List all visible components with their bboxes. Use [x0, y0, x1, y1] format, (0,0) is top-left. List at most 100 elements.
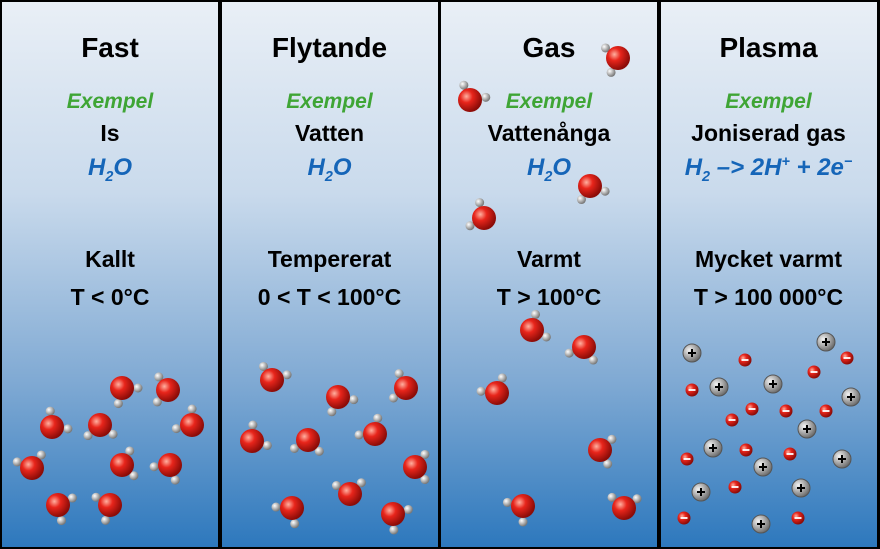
oxygen — [338, 482, 362, 506]
positive-ion — [682, 343, 702, 363]
oxygen — [20, 456, 44, 480]
water-molecule — [354, 413, 387, 446]
formula-part: 2 — [324, 168, 333, 185]
electron — [807, 365, 821, 379]
formula-part: H — [684, 154, 703, 181]
water-molecule — [588, 434, 617, 469]
water-molecule — [83, 413, 118, 441]
plus-sign — [822, 338, 830, 346]
hydrogen — [129, 471, 139, 481]
example-name: Is — [100, 120, 120, 146]
plus-sign — [688, 349, 696, 357]
hydrogen — [63, 424, 73, 434]
hydrogen — [154, 372, 164, 382]
water-molecule — [149, 453, 182, 485]
electron — [791, 511, 805, 525]
hydrogen — [607, 434, 617, 444]
electron — [685, 383, 699, 397]
electron — [739, 443, 753, 457]
hydrogen — [262, 440, 272, 450]
plus-sign — [797, 484, 805, 492]
hydrogen — [601, 43, 611, 53]
hydrogen — [576, 195, 586, 205]
water-molecule — [601, 43, 630, 77]
hydrogen — [403, 505, 413, 515]
electron — [728, 480, 742, 494]
electron — [840, 351, 854, 365]
positive-ion — [709, 377, 729, 397]
water-molecule — [502, 494, 535, 527]
oxygen — [110, 376, 134, 400]
electron — [745, 402, 759, 416]
positive-ion — [832, 449, 852, 469]
hydrogen — [83, 431, 93, 441]
example-name: Vattenånga — [487, 120, 611, 146]
plus-sign — [769, 380, 777, 388]
formula: H2O — [222, 154, 438, 185]
water-molecule — [326, 385, 359, 417]
hydrogen — [101, 515, 111, 525]
oxygen — [88, 413, 112, 437]
water-molecule — [40, 406, 73, 439]
hydrogen — [476, 386, 486, 396]
panel-title: Plasma — [719, 32, 818, 63]
hydrogen — [349, 395, 359, 405]
water-molecule — [110, 376, 143, 409]
oxygen — [472, 206, 496, 230]
hydrogen — [373, 413, 383, 423]
oxygen — [363, 422, 387, 446]
hydrogen — [290, 519, 300, 529]
oxygen — [572, 335, 596, 359]
hydrogen — [36, 450, 46, 460]
electron — [819, 404, 833, 418]
formula-part: + 2e — [789, 154, 844, 181]
oxygen — [403, 455, 427, 479]
oxygen — [180, 413, 204, 437]
hydrogen — [603, 459, 613, 469]
water-molecule — [110, 446, 139, 481]
formula-part: O — [552, 154, 572, 181]
oxygen — [588, 438, 612, 462]
oxygen — [394, 376, 418, 400]
water-molecule — [520, 309, 551, 342]
water-molecule — [564, 335, 598, 365]
hydrogen — [282, 370, 292, 380]
formula: H2O — [2, 154, 218, 185]
oxygen — [485, 381, 509, 405]
hydrogen — [187, 404, 197, 414]
oxygen — [520, 318, 544, 342]
oxygen — [46, 493, 70, 517]
water-molecule — [381, 502, 413, 535]
hydrogen — [356, 478, 366, 488]
hydrogen — [354, 430, 364, 440]
electron — [725, 413, 739, 427]
hydrogen — [497, 373, 507, 383]
hydrogen — [588, 355, 598, 365]
oxygen — [158, 453, 182, 477]
water-molecule — [271, 496, 304, 529]
hydrogen — [331, 481, 341, 491]
formula: H2O — [441, 154, 657, 185]
water-molecule — [240, 420, 272, 453]
plus-sign — [847, 393, 855, 401]
positive-ion — [797, 419, 817, 439]
oxygen — [326, 385, 350, 409]
hydrogen — [600, 186, 610, 196]
panel-title: Gas — [522, 32, 576, 63]
water-molecule — [331, 478, 366, 506]
oxygen — [280, 496, 304, 520]
example-label: Exempel — [505, 90, 593, 113]
hydrogen — [271, 502, 281, 512]
water-molecule — [289, 428, 324, 456]
water-molecule — [171, 404, 204, 437]
panel-title: Fast — [81, 32, 139, 63]
oxygen — [578, 174, 602, 198]
oxygen — [296, 428, 320, 452]
state: Kallt — [85, 246, 135, 272]
plus-sign — [697, 488, 705, 496]
positive-ion — [703, 438, 723, 458]
water-molecule — [607, 492, 642, 520]
oxygen — [110, 453, 134, 477]
positive-ion — [751, 514, 771, 534]
